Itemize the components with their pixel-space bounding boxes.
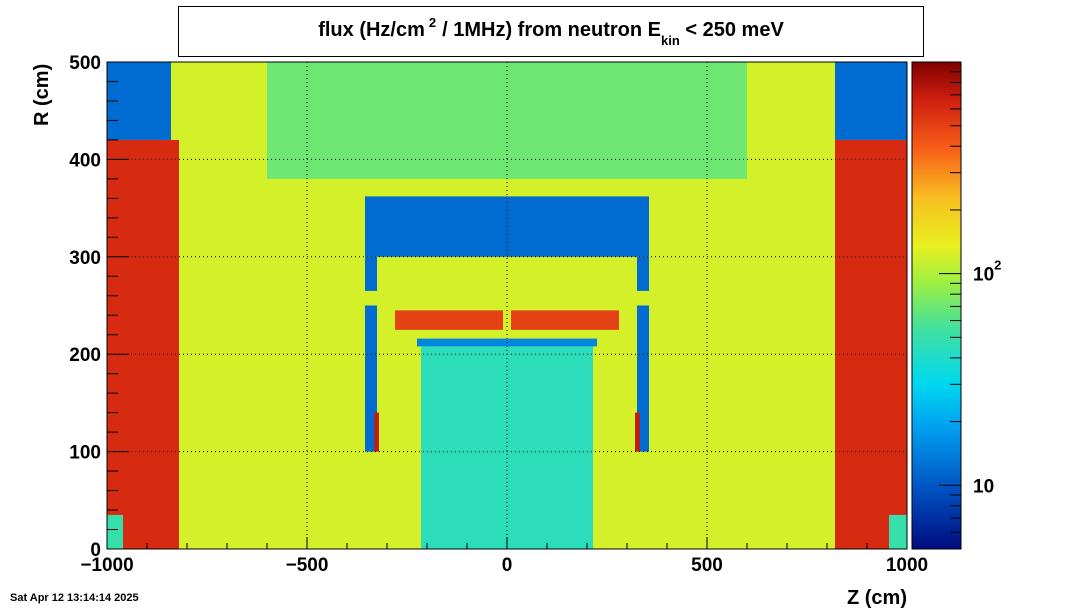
- y-axis: 0 100 200 300 400 500: [69, 53, 129, 561]
- heatmap-region-inner-core: [421, 346, 593, 549]
- timestamp: Sat Apr 12 13:14:14 2025: [10, 592, 139, 604]
- heatmap-region-right-shield-lower: [637, 305, 649, 452]
- colorbar-axis: 10 102: [939, 61, 1001, 550]
- chart-title: flux (Hz/cm 2 / 1MHz) from neutron Ekin < …: [179, 15, 923, 48]
- x-tick-label: −500: [286, 555, 329, 576]
- heatmap-region-right-corner: [835, 62, 907, 140]
- y-tick-label: 200: [69, 345, 101, 366]
- heatmap-region-left-shield-upper: [365, 256, 377, 291]
- title-subscript: kin: [661, 33, 680, 48]
- heatmap-region-right-hot-spot: [635, 412, 640, 452]
- heatmap-region-left-shield-lower: [365, 305, 377, 452]
- y-tick-label: 0: [90, 540, 101, 561]
- x-tick-label: 1000: [886, 555, 928, 576]
- x-tick-label: 0: [502, 555, 513, 576]
- heatmap-region-left-wall: [107, 139, 179, 549]
- heatmap-region-right-shield-upper: [637, 256, 649, 291]
- heatmap-region-upper-center: [267, 62, 747, 179]
- x-tick-label: 500: [691, 555, 723, 576]
- y-axis-label: R (cm): [31, 64, 53, 126]
- title-prefix: flux (Hz/cm: [318, 19, 425, 41]
- title-suffix: < 250 meV: [685, 19, 784, 41]
- colorbar: [911, 61, 962, 550]
- heatmap-regions: [107, 62, 907, 549]
- heatmap-region-inner-right-band: [511, 310, 619, 330]
- heatmap-region-inner-left-band: [395, 310, 503, 330]
- heatmap-region-right-wall: [835, 139, 907, 549]
- grid-lines: [107, 62, 907, 549]
- y-tick-label: 100: [69, 443, 101, 464]
- title-middle: / 1MHz) from neutron E: [442, 19, 662, 41]
- colorbar-tick-label: 102: [973, 258, 1001, 286]
- heatmap-region-left-bottom-corner: [107, 514, 123, 549]
- heatmap-region-left-hot-spot: [374, 412, 379, 452]
- y-tick-label: 400: [69, 150, 101, 171]
- title-superscript: 2: [428, 15, 437, 30]
- colorbar-tick-label: 10: [973, 476, 994, 497]
- y-tick-label: 300: [69, 248, 101, 269]
- chart-title-box: flux (Hz/cm 2 / 1MHz) from neutron Ekin < …: [178, 6, 924, 57]
- x-tick-label: −1000: [80, 555, 133, 576]
- x-axis-label: Z (cm): [847, 587, 907, 609]
- x-axis: −1000 −500 0 500 1000: [80, 537, 928, 576]
- heatmap-region-right-bottom-corner: [889, 514, 907, 549]
- y-tick-label: 500: [69, 53, 101, 74]
